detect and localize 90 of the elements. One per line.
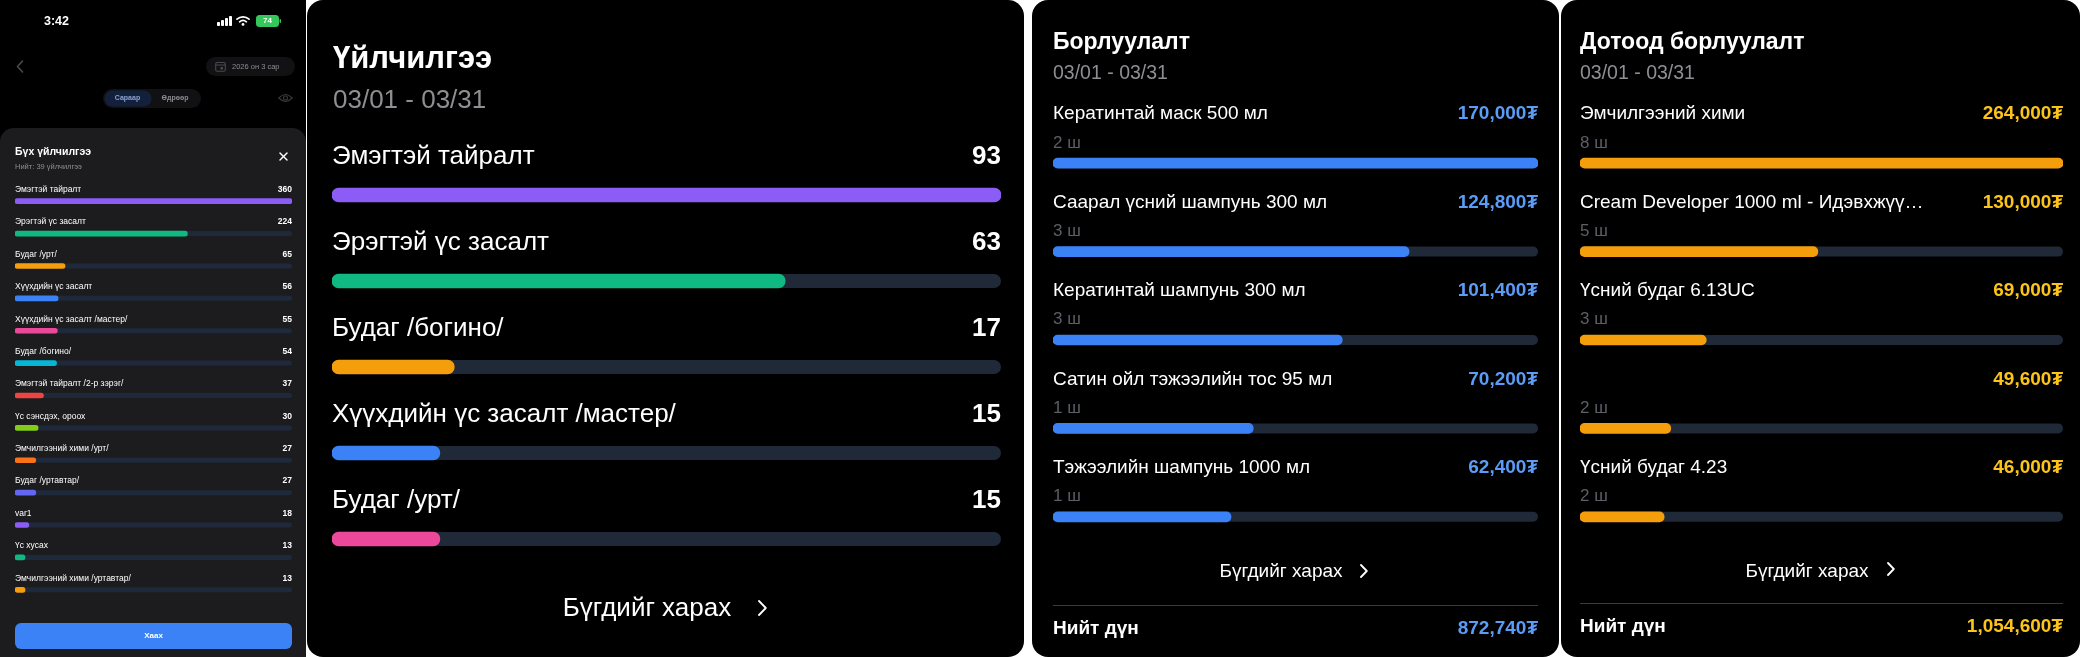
- annotation: 3 ш: [1053, 221, 1081, 242]
- chart-title: Борлуулалт: [1053, 28, 1190, 56]
- data-label: 63: [972, 226, 1001, 257]
- chart-title: Дотоод борлуулалт: [1580, 28, 1805, 56]
- data-label: 224: [277, 216, 293, 227]
- data-label: 62,400₮: [1468, 455, 1539, 477]
- annotation: 8 ш: [1580, 132, 1608, 154]
- y-tick-label: Cream Developer 1000 ml - Идэвхжүү…: [1580, 190, 1924, 212]
- chart-subtitle: 03/01 - 03/31: [1053, 61, 1168, 85]
- chart-subtitle: 03/01 - 03/31: [333, 84, 487, 116]
- y-tick-label: Будаг /урт/: [332, 484, 461, 515]
- y-tick-label: Эмэгтэй тайралт: [15, 184, 82, 195]
- y-tick-label: Эрэгтэй үс засалт: [15, 216, 87, 227]
- y-tick-label: Хүүхдийн үс засалт /мастер/: [15, 313, 129, 324]
- y-tick-label: Үсний будаг 4.23: [1580, 455, 1728, 477]
- data-label: 37: [282, 378, 293, 389]
- y-tick-label: Үс сэнсдэх, ороох: [15, 411, 87, 422]
- data-label: 15: [972, 398, 1001, 429]
- y-tick-label: Будаг /богино/: [15, 346, 72, 357]
- bar: [15, 360, 57, 367]
- annotation: 3 ш: [1053, 309, 1081, 330]
- y-tick-label: Үсний будаг 6.13UC: [1580, 279, 1755, 301]
- y-tick-label: Хүүхдийн үс засалт: [15, 281, 93, 292]
- text: Бүгдийг харах: [1219, 559, 1343, 583]
- y-tick-label: Будаг /уртавтар/: [15, 475, 80, 486]
- text: Нийт дүн: [1053, 616, 1139, 640]
- data-label: 18: [282, 508, 293, 519]
- data-label: 264,000₮: [1982, 102, 2064, 124]
- y-tick-label: Кератинтай маск 500 мл: [1053, 102, 1268, 124]
- annotation: 3 ш: [1580, 309, 1608, 330]
- data-label: 130,000₮: [1982, 190, 2064, 212]
- annotation: 5 ш: [1580, 221, 1608, 242]
- y-tick-label: Эмчилгээний хими /уртавтар/: [15, 572, 132, 583]
- y-tick-label: Эрэгтэй үс засалт: [332, 226, 550, 257]
- annotation: 2 ш: [1053, 132, 1081, 154]
- data-label: 360: [277, 184, 293, 195]
- data-label: 13: [282, 572, 293, 583]
- data-label: 170,000₮: [1457, 102, 1539, 124]
- text: Хаах: [144, 631, 163, 641]
- data-label: 70,200₮: [1468, 367, 1539, 389]
- y-tick-label: Будаг /богино/: [332, 312, 505, 343]
- data-label: 27: [282, 443, 293, 454]
- text: 3:42: [44, 13, 70, 29]
- y-tick-label: Эмэгтэй тайралт /2-р зэрэг/: [15, 378, 124, 389]
- y-tick-label: var1: [15, 508, 32, 519]
- y-tick-label: Кератинтай шампунь 300 мл: [1053, 279, 1306, 301]
- data-label: 17: [972, 312, 1001, 343]
- text: 872,740₮: [1457, 616, 1538, 640]
- y-tick-label: Эмэгтэй тайралт: [332, 140, 535, 171]
- annotation: 1 ш: [1053, 486, 1081, 507]
- data-label: 124,800₮: [1457, 190, 1539, 212]
- bar: [15, 392, 44, 399]
- chart-subtitle: 03/01 - 03/31: [1580, 61, 1695, 85]
- bar: [332, 359, 455, 375]
- data-label: 49,600₮: [1993, 367, 2064, 389]
- chart-title: Үйлчилгээ: [333, 39, 493, 77]
- bar: [332, 531, 441, 547]
- annotation: 2 ш: [1580, 397, 1608, 419]
- y-tick-label: Хүүхдийн үс засалт /мастер/: [332, 398, 677, 429]
- bar: [15, 328, 58, 334]
- bar: [332, 445, 441, 461]
- text: 1,054,600₮: [1966, 614, 2063, 638]
- annotation: 1 ш: [1053, 397, 1081, 419]
- data-label: 30: [282, 411, 293, 422]
- text: 74: [263, 16, 272, 26]
- data-label: 46,000₮: [1993, 455, 2064, 477]
- data-label: 101,400₮: [1457, 279, 1539, 301]
- y-tick-label: Будаг /урт/: [15, 249, 58, 260]
- data-label: 55: [282, 313, 293, 324]
- data-label: 15: [972, 484, 1001, 515]
- data-label: 65: [282, 249, 293, 260]
- y-tick-label: Үс хусах: [15, 540, 49, 551]
- annotation: 2 ш: [1580, 486, 1608, 507]
- chart-title: Бүх үйлчилгээ: [15, 144, 92, 158]
- y-tick-label: Тэжээлийн шампунь 1000 мл: [1053, 455, 1311, 477]
- y-tick-label: Эмчилгээний хими /урт/: [15, 443, 110, 454]
- data-label: 27: [282, 475, 293, 486]
- y-tick-label: Эмчилгээний хими: [1580, 102, 1746, 124]
- y-tick-label: Сатин ойл тэжээлийн тос 95 мл: [1053, 367, 1333, 389]
- data-label: 54: [282, 346, 293, 357]
- data-label: 93: [972, 140, 1001, 171]
- data-label: 69,000₮: [1993, 279, 2064, 301]
- bar: [15, 295, 59, 302]
- text: Бүгдийг харах: [1745, 559, 1869, 583]
- bar: [15, 263, 66, 270]
- data-label: 13: [282, 540, 293, 551]
- text: Бүгдийг харах: [562, 592, 732, 624]
- y-tick-label: Саарал үсний шампунь 300 мл: [1053, 190, 1328, 212]
- data-label: 56: [282, 281, 293, 292]
- text: Нийт дүн: [1580, 614, 1666, 638]
